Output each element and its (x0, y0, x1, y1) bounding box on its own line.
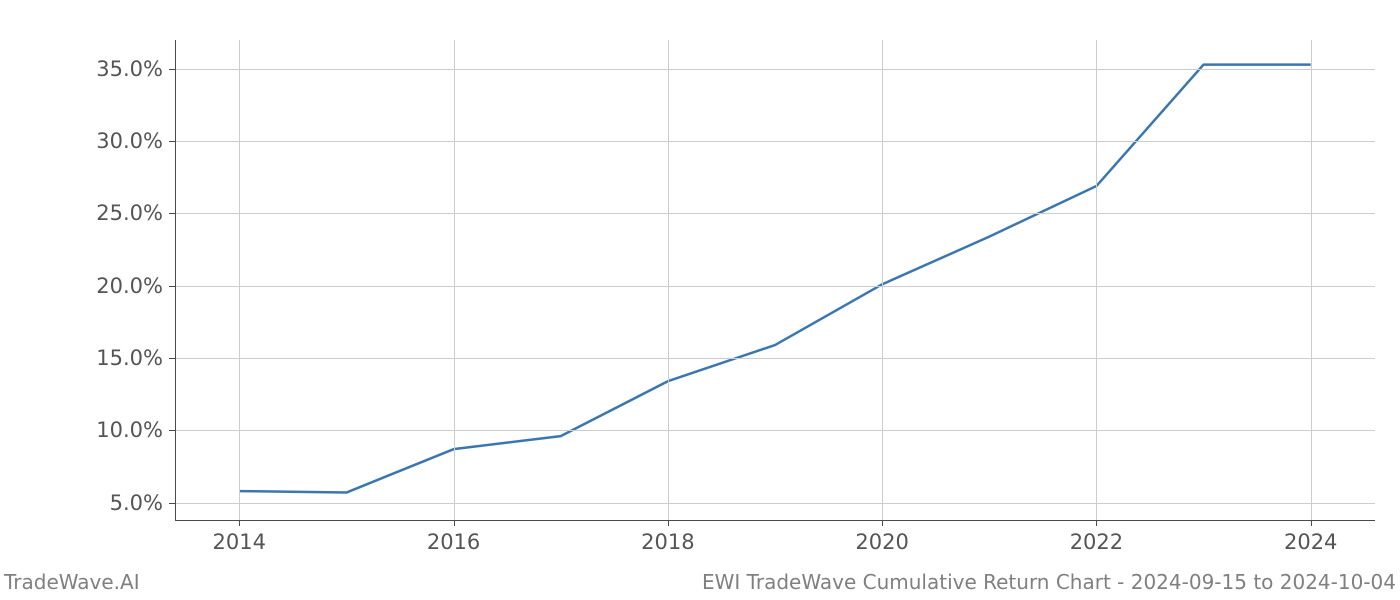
footer-right-text: EWI TradeWave Cumulative Return Chart - … (702, 570, 1396, 594)
grid-line-horizontal (175, 503, 1375, 504)
y-tick-label: 30.0% (96, 129, 163, 153)
grid-line-horizontal (175, 213, 1375, 214)
x-tick-label: 2018 (641, 530, 694, 554)
y-tick-label: 10.0% (96, 418, 163, 442)
y-tick-label: 35.0% (96, 57, 163, 81)
y-tick-label: 20.0% (96, 274, 163, 298)
x-tick-label: 2014 (213, 530, 266, 554)
grid-line-horizontal (175, 286, 1375, 287)
spine-left (175, 40, 176, 520)
grid-line-vertical (882, 40, 883, 520)
grid-line-horizontal (175, 69, 1375, 70)
spine-bottom (175, 520, 1375, 521)
y-tick-label: 15.0% (96, 346, 163, 370)
grid-line-vertical (454, 40, 455, 520)
footer-left-text: TradeWave.AI (4, 570, 140, 594)
grid-line-vertical (1096, 40, 1097, 520)
grid-line-vertical (668, 40, 669, 520)
x-tick-label: 2020 (855, 530, 908, 554)
x-tick-label: 2016 (427, 530, 480, 554)
x-tick-label: 2024 (1284, 530, 1337, 554)
line-series (0, 0, 1400, 600)
y-tick-label: 5.0% (110, 491, 163, 515)
grid-line-horizontal (175, 358, 1375, 359)
grid-line-vertical (239, 40, 240, 520)
grid-line-horizontal (175, 141, 1375, 142)
grid-line-horizontal (175, 430, 1375, 431)
chart-container: TradeWave.AI EWI TradeWave Cumulative Re… (0, 0, 1400, 600)
y-tick-label: 25.0% (96, 201, 163, 225)
x-tick-label: 2022 (1070, 530, 1123, 554)
return-line (239, 65, 1310, 493)
grid-line-vertical (1311, 40, 1312, 520)
